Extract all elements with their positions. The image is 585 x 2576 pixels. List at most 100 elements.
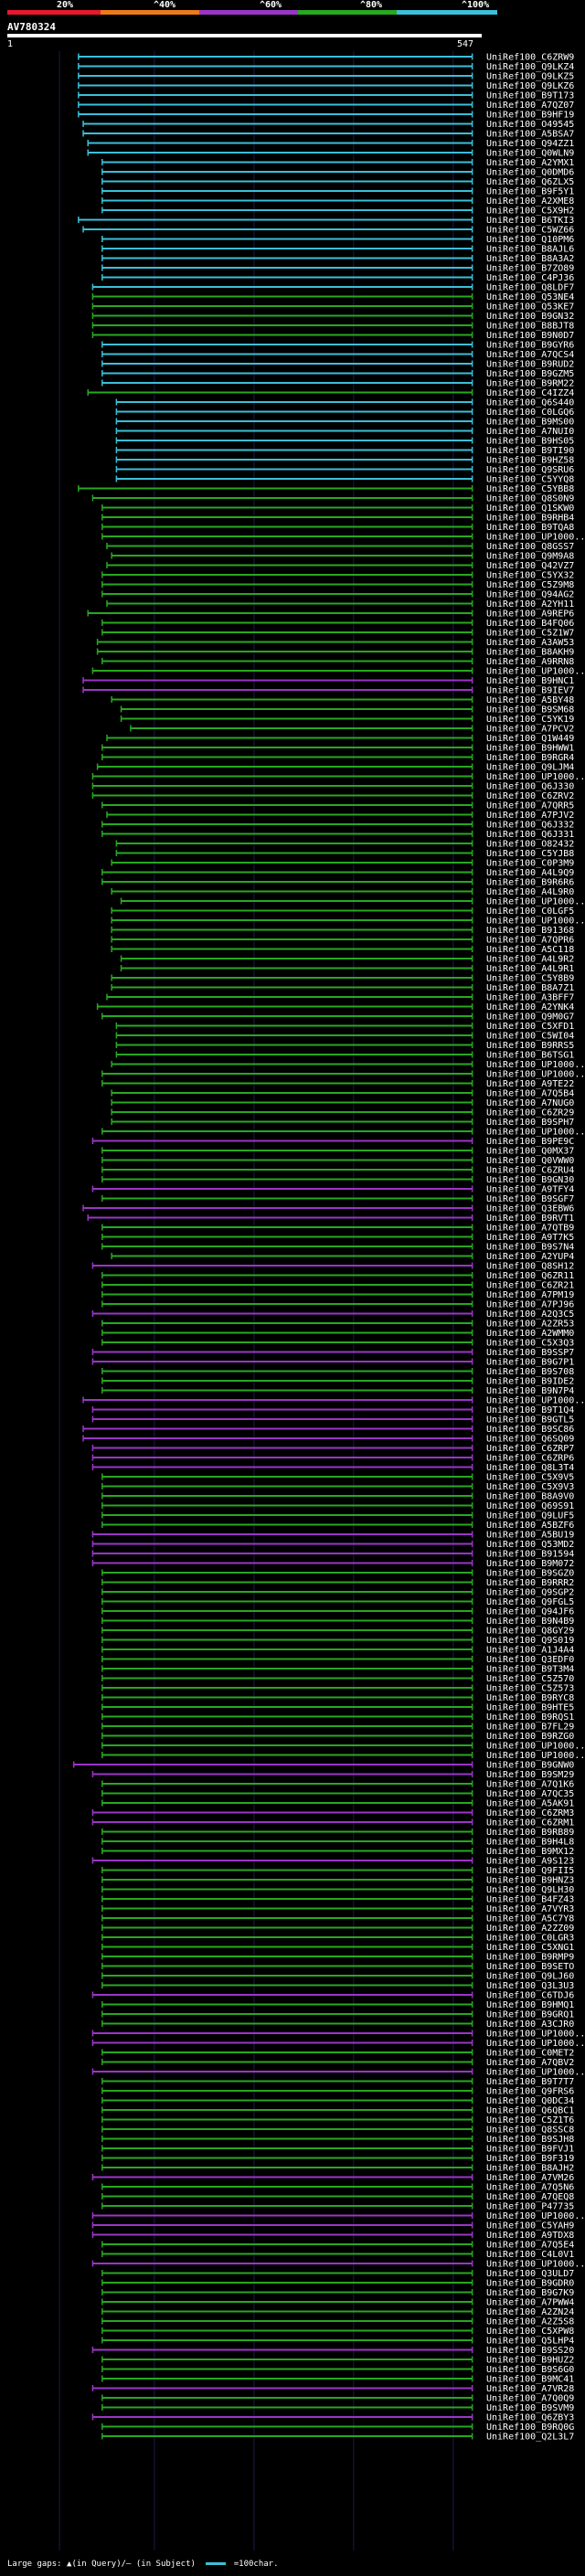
hit-row[interactable]: UniRef100_Q3EBW6 <box>82 1204 574 1214</box>
hit-row[interactable]: UniRef100_UP1000.. <box>101 1070 585 1080</box>
hit-label[interactable]: UniRef100_Q9LKZ6 <box>486 81 574 91</box>
hit-label[interactable]: UniRef100_A7Q5N6 <box>486 2183 574 2193</box>
hit-row[interactable]: UniRef100_B9HF19 <box>78 111 574 121</box>
hit-label[interactable]: UniRef100_B9F5Y1 <box>486 187 574 197</box>
hit-label[interactable]: UniRef100_C6ZRP6 <box>486 1454 574 1464</box>
hit-label[interactable]: UniRef100_B9GNW0 <box>486 1761 574 1771</box>
hit-row[interactable]: UniRef100_B9GYR6 <box>101 341 575 351</box>
hit-row[interactable]: UniRef100_C5X3Q3 <box>101 1339 575 1349</box>
hit-row[interactable]: UniRef100_C5X9H2 <box>101 207 575 217</box>
hit-row[interactable]: UniRef100_UP1000.. <box>91 2211 585 2221</box>
hit-label[interactable]: UniRef100_B9F319 <box>486 2154 574 2164</box>
hit-row[interactable]: UniRef100_Q3L3U3 <box>101 1981 575 1991</box>
hit-row[interactable]: UniRef100_B9SJH8 <box>101 2135 575 2145</box>
hit-label[interactable]: UniRef100_B9N7P4 <box>486 1386 574 1396</box>
hit-label[interactable]: UniRef100_A7PJ96 <box>486 1300 574 1310</box>
hit-label[interactable]: UniRef100_Q6QBC1 <box>486 2106 574 2116</box>
hit-label[interactable]: UniRef100_Q94AG2 <box>486 590 574 600</box>
hit-label[interactable]: UniRef100_Q0WLN9 <box>486 149 574 159</box>
hit-row[interactable]: UniRef100_B9RQ0G <box>101 2422 575 2433</box>
hit-label[interactable]: UniRef100_Q6ZLX5 <box>486 177 574 187</box>
hit-label[interactable]: UniRef100_Q3L3U3 <box>486 1981 574 1991</box>
hit-row[interactable]: UniRef100_B9M072 <box>91 1559 574 1569</box>
hit-label[interactable]: UniRef100_Q42VZ7 <box>486 561 574 571</box>
hit-label[interactable]: UniRef100_B9GN32 <box>486 312 574 322</box>
hit-label[interactable]: UniRef100_B9HUZ2 <box>486 2356 574 2366</box>
hit-label[interactable]: UniRef100_UP1000.. <box>486 2211 585 2221</box>
hit-label[interactable]: UniRef100_Q9LKZ4 <box>486 62 574 72</box>
hit-label[interactable]: UniRef100_B9SETO <box>486 1962 574 1972</box>
hit-row[interactable]: UniRef100_Q6J330 <box>91 782 574 792</box>
hit-row[interactable]: UniRef100_B9HUZ2 <box>101 2356 575 2366</box>
hit-label[interactable]: UniRef100_B9G7K9 <box>486 2288 574 2298</box>
hit-label[interactable]: UniRef100_B9HS05 <box>486 437 574 447</box>
hit-label[interactable]: UniRef100_B9RM22 <box>486 379 574 389</box>
hit-label[interactable]: UniRef100_UP1000.. <box>486 1742 585 1752</box>
hit-label[interactable]: UniRef100_A2YUP4 <box>486 1252 574 1262</box>
hit-row[interactable]: UniRef100_B4FZ43 <box>101 1895 575 1905</box>
hit-label[interactable]: UniRef100_C5X9V3 <box>486 1482 574 1492</box>
hit-row[interactable]: UniRef100_Q0WLN9 <box>87 149 574 159</box>
hit-row[interactable]: UniRef100_Q9LKZ4 <box>78 62 574 72</box>
hit-label[interactable]: UniRef100_Q0DC34 <box>486 2096 574 2106</box>
hit-label[interactable]: UniRef100_Q53NE4 <box>486 292 574 302</box>
hit-row[interactable]: UniRef100_C5YJB8 <box>115 849 574 859</box>
hit-label[interactable]: UniRef100_A2YH11 <box>486 599 574 610</box>
hit-row[interactable]: UniRef100_A7QBV2 <box>101 2058 575 2068</box>
hit-row[interactable]: UniRef100_Q53KE7 <box>91 302 574 313</box>
hit-label[interactable]: UniRef100_B9H4L8 <box>486 1838 574 1848</box>
hit-label[interactable]: UniRef100_A2YMX1 <box>486 158 574 168</box>
hit-label[interactable]: UniRef100_A5C118 <box>486 945 574 955</box>
hit-label[interactable]: UniRef100_B91594 <box>486 1550 574 1560</box>
hit-row[interactable]: UniRef100_B9F319 <box>101 2154 575 2164</box>
hit-row[interactable]: UniRef100_A5BY48 <box>111 695 574 705</box>
hit-row[interactable]: UniRef100_O49545 <box>82 120 574 130</box>
hit-row[interactable]: UniRef100_B9T1Q4 <box>91 1405 574 1415</box>
hit-row[interactable]: UniRef100_B9RQS1 <box>101 1712 575 1723</box>
hit-label[interactable]: UniRef100_A7VM26 <box>486 2173 574 2183</box>
hit-row[interactable]: UniRef100_A4L9R0 <box>111 887 574 897</box>
hit-label[interactable]: UniRef100_A5BSA7 <box>486 130 574 140</box>
hit-label[interactable]: UniRef100_UP1000.. <box>486 1070 585 1080</box>
hit-label[interactable]: UniRef100_A5C7Y8 <box>486 1914 574 1924</box>
hit-row[interactable]: UniRef100_A7PM19 <box>101 1290 575 1300</box>
hit-row[interactable]: UniRef100_B9GNW0 <box>72 1761 575 1771</box>
hit-label[interactable]: UniRef100_C5XFD1 <box>486 1022 574 1032</box>
hit-row[interactable]: UniRef100_A9RRN8 <box>101 657 575 667</box>
hit-row[interactable]: UniRef100_A4L9R1 <box>120 964 575 974</box>
hit-row[interactable]: UniRef100_B7ZO89 <box>101 264 575 274</box>
hit-label[interactable]: UniRef100_Q5LHP4 <box>486 2337 574 2347</box>
hit-label[interactable]: UniRef100_B9RQS1 <box>486 1712 574 1723</box>
hit-label[interactable]: UniRef100_C5X9H2 <box>486 207 574 217</box>
hit-label[interactable]: UniRef100_A7Q5E4 <box>486 2241 574 2251</box>
hit-row[interactable]: UniRef100_B9FVJ1 <box>101 2145 575 2155</box>
hit-row[interactable]: UniRef100_A1J4A4 <box>101 1646 575 1656</box>
hit-row[interactable]: UniRef100_Q9LKZ5 <box>78 72 574 82</box>
hit-label[interactable]: UniRef100_A2ZN24 <box>486 2307 574 2317</box>
hit-label[interactable]: UniRef100_C5WZ66 <box>486 226 574 236</box>
hit-row[interactable]: UniRef100_Q8S0N9 <box>91 494 574 504</box>
hit-row[interactable]: UniRef100_A7VM26 <box>91 2173 574 2183</box>
hit-row[interactable]: UniRef100_A2XME8 <box>101 196 575 207</box>
hit-row[interactable]: UniRef100_Q6J332 <box>101 821 575 831</box>
hit-row[interactable]: UniRef100_Q6J331 <box>101 830 575 840</box>
hit-row[interactable]: UniRef100_B91368 <box>111 926 574 936</box>
hit-label[interactable]: UniRef100_A2ZR53 <box>486 1320 574 1330</box>
hit-label[interactable]: UniRef100_B8BJT8 <box>486 322 574 332</box>
hit-row[interactable]: UniRef100_Q53NE4 <box>91 292 574 302</box>
hit-row[interactable]: UniRef100_Q9LUF5 <box>101 1511 575 1521</box>
hit-label[interactable]: UniRef100_B9RUD2 <box>486 360 574 370</box>
hit-row[interactable]: UniRef100_P47735 <box>101 2202 575 2212</box>
hit-label[interactable]: UniRef100_C5Z1T6 <box>486 2115 574 2125</box>
hit-row[interactable]: UniRef100_A7PJV2 <box>106 811 574 821</box>
hit-label[interactable]: UniRef100_B9IEV7 <box>486 686 574 696</box>
hit-row[interactable]: UniRef100_B9SC86 <box>82 1425 574 1435</box>
hit-row[interactable]: UniRef100_B9RRR2 <box>101 1578 575 1588</box>
hit-label[interactable]: UniRef100_A9REP6 <box>486 610 574 620</box>
hit-label[interactable]: UniRef100_Q53MD2 <box>486 1540 574 1550</box>
hit-label[interactable]: UniRef100_Q0MX37 <box>486 1147 574 1157</box>
hit-row[interactable]: UniRef100_C5Z573 <box>101 1684 575 1694</box>
hit-label[interactable]: UniRef100_B9T7T7 <box>486 2077 574 2087</box>
hit-row[interactable]: UniRef100_C5XNG1 <box>101 1943 575 1953</box>
hit-label[interactable]: UniRef100_Q8L3T4 <box>486 1463 574 1473</box>
